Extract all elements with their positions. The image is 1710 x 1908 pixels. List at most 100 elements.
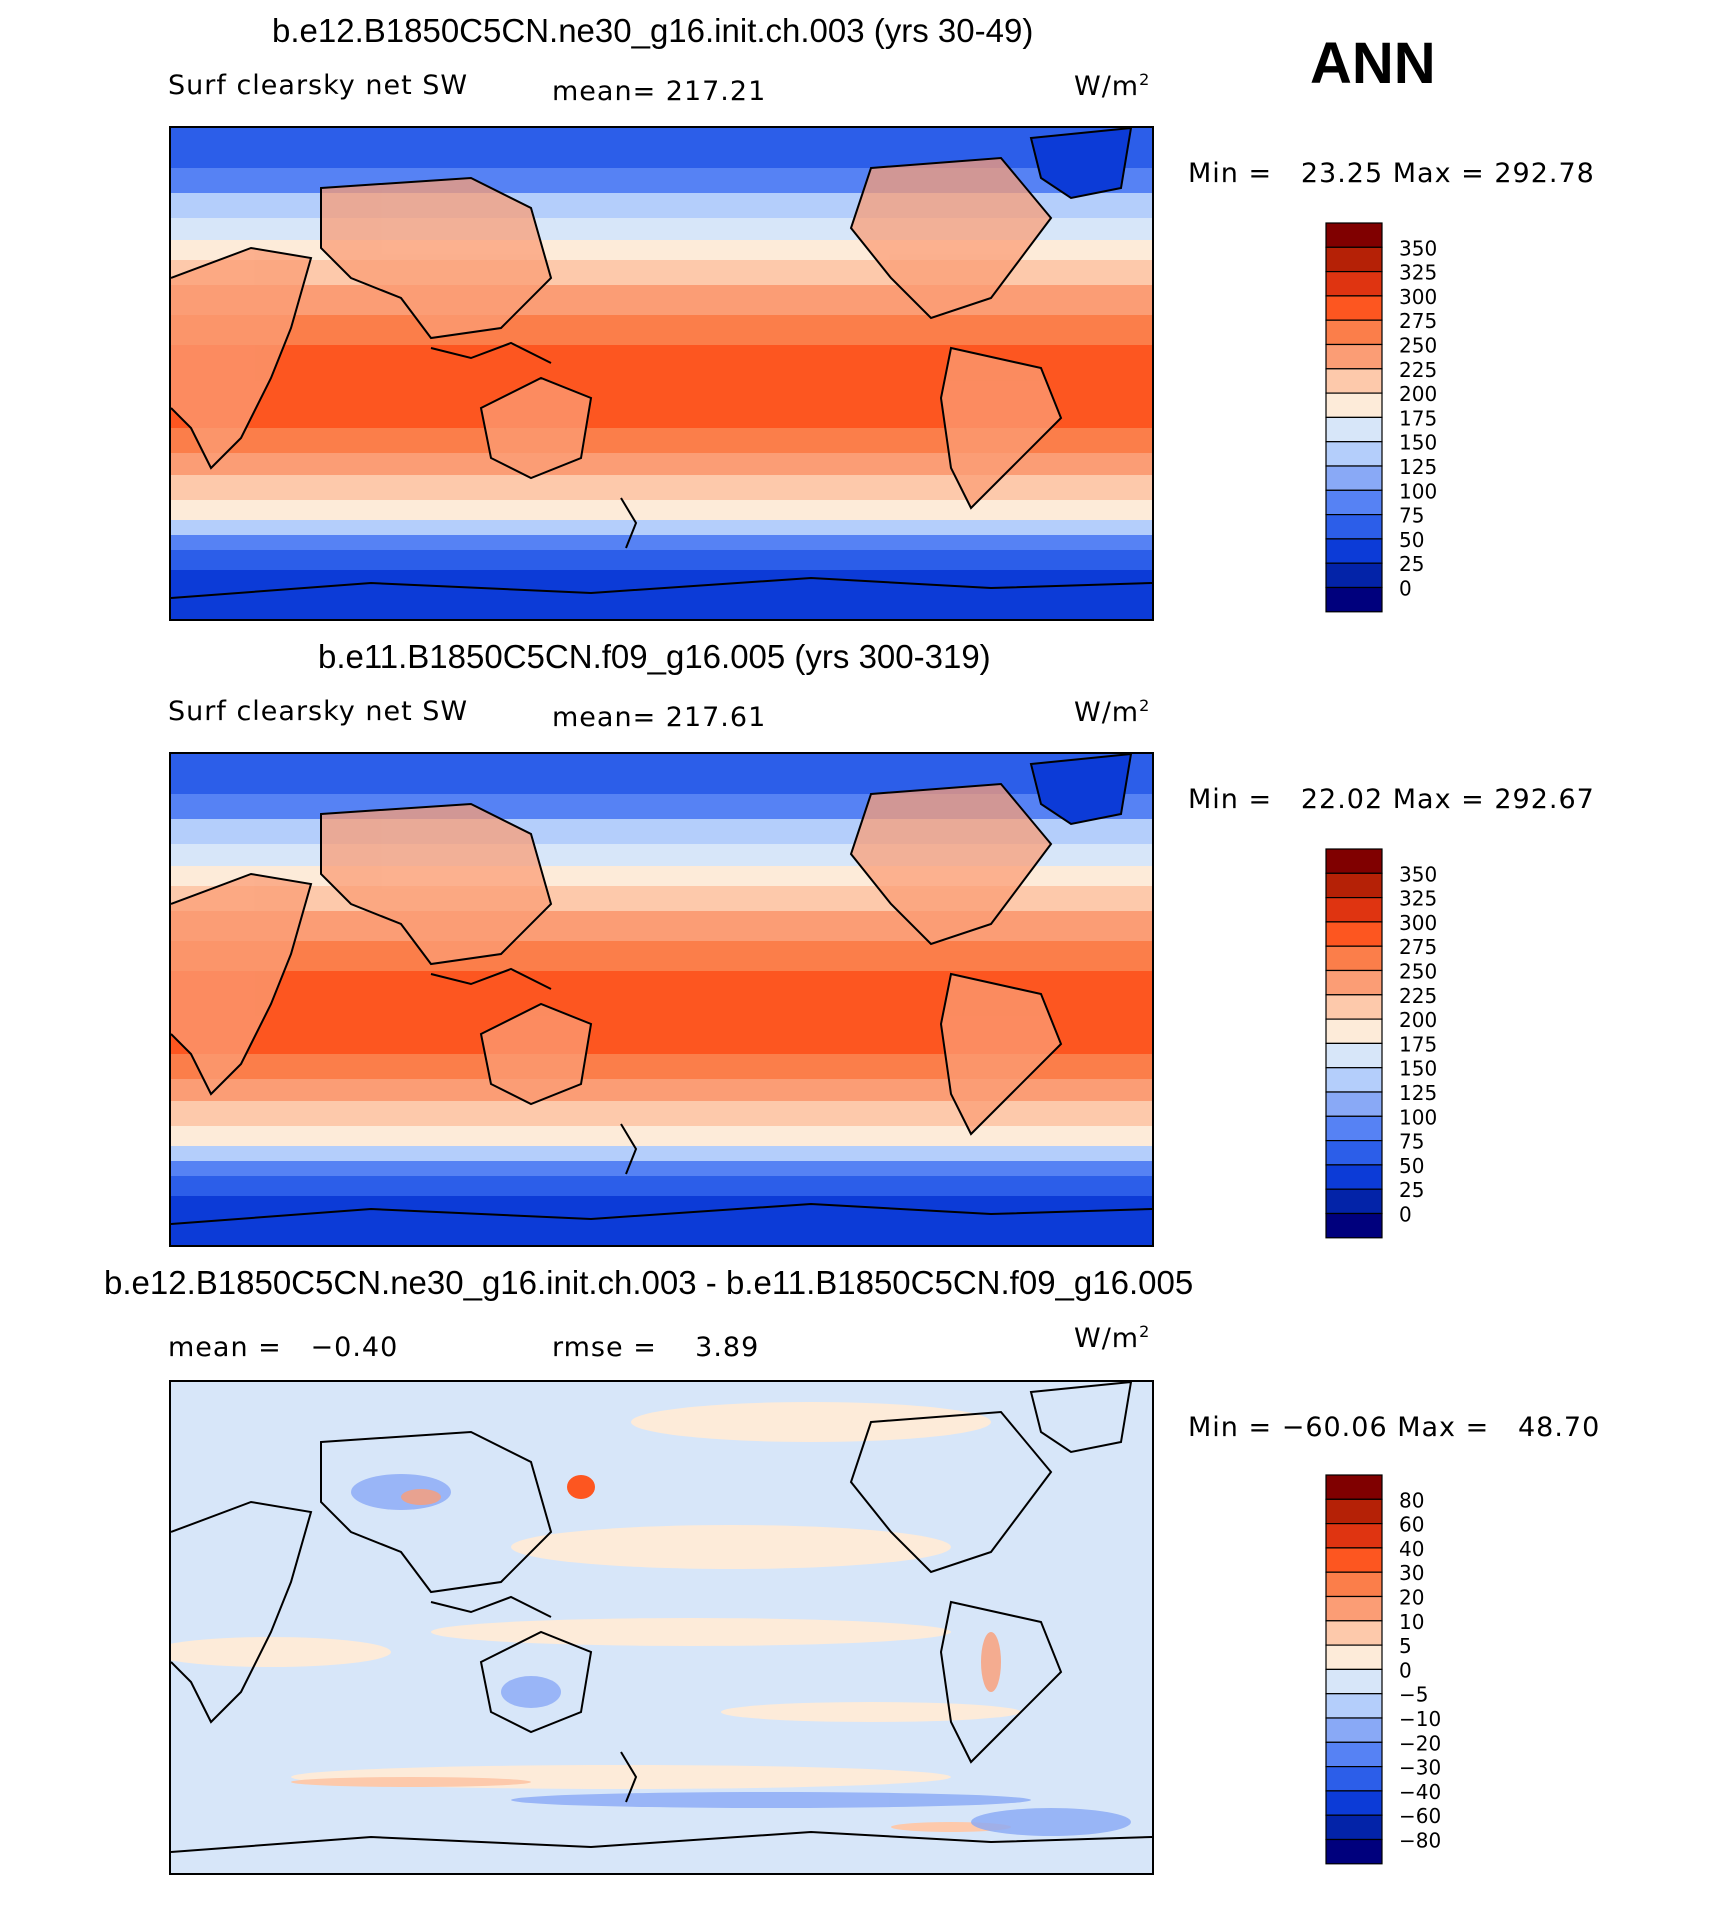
colorbar-label: 250	[1399, 334, 1437, 358]
colorbar-label: 175	[1399, 1032, 1437, 1056]
colorbar-label: 125	[1399, 1081, 1437, 1105]
panel-2-title: b.e11.B1850C5CN.f09_g16.005 (yrs 300-319…	[318, 638, 991, 675]
colorbar-box	[1325, 1571, 1383, 1598]
colorbar-label: 200	[1399, 1008, 1437, 1032]
colorbar-box	[1325, 1595, 1383, 1622]
colorbar-box	[1325, 1188, 1383, 1215]
colorbar-label: −20	[1399, 1731, 1441, 1755]
colorbar-box	[1325, 1838, 1383, 1865]
colorbar-label: 100	[1399, 1105, 1437, 1129]
panel-3-map	[169, 1380, 1154, 1875]
colorbar-label: 225	[1399, 984, 1437, 1008]
panel-2-map	[169, 752, 1154, 1247]
colorbar-label: 25	[1399, 1178, 1424, 1202]
colorbar-box	[1325, 1498, 1383, 1525]
colorbar-box	[1325, 1741, 1383, 1768]
colorbar-label: 250	[1399, 960, 1437, 984]
colorbar-box	[1325, 270, 1383, 297]
colorbar-label: −30	[1399, 1756, 1441, 1780]
colorbar-box	[1325, 368, 1383, 394]
colorbar-box	[1325, 1717, 1383, 1743]
colorbar-label: 25	[1399, 552, 1424, 576]
colorbar-box	[1325, 1474, 1383, 1500]
colorbar-box	[1325, 1091, 1383, 1117]
panel-3-title: b.e12.B1850C5CN.ne30_g16.init.ch.003 - b…	[104, 1264, 1194, 1301]
colorbar-box	[1325, 246, 1383, 273]
panel-1-minmax: Min = 23.25 Max = 292.78	[1188, 158, 1595, 189]
colorbar-box	[1325, 538, 1383, 564]
colorbar-box	[1325, 222, 1383, 248]
colorbar-label: −5	[1399, 1683, 1428, 1707]
colorbar-label: 225	[1399, 358, 1437, 382]
colorbar-label: 60	[1399, 1513, 1424, 1537]
colorbar-box	[1325, 1018, 1383, 1045]
colorbar-box	[1325, 1042, 1383, 1069]
colorbar-label: 50	[1399, 1154, 1424, 1178]
colorbar-box	[1325, 586, 1383, 613]
colorbar-label: 350	[1399, 236, 1437, 260]
colorbar-label: 125	[1399, 455, 1437, 479]
colorbar-box	[1325, 994, 1383, 1020]
panel-1-mean: mean= 217.21	[552, 76, 767, 107]
colorbar-label: 325	[1399, 261, 1437, 285]
colorbar-box	[1325, 441, 1383, 467]
panel-3-colorbar: 80 60 40 30 20 10 5 0 −5 −10 −20 −30 −40 −60 −80	[1325, 1474, 1445, 1865]
panel-3-units: W/m2	[1074, 1322, 1151, 1354]
colorbar-label: 275	[1399, 309, 1437, 333]
panel-2-colorbar: 350 325 300 275 250 225 200 175 150 125 100 75 50 25 0	[1325, 848, 1445, 1239]
colorbar-label: 10	[1399, 1610, 1424, 1634]
colorbar-box	[1325, 1212, 1383, 1239]
colorbar-label: 175	[1399, 406, 1437, 430]
colorbar-box	[1325, 1693, 1383, 1719]
panel-1-map	[169, 126, 1154, 621]
colorbar-box	[1325, 1766, 1383, 1792]
colorbar-label: 0	[1399, 1203, 1412, 1227]
colorbar-box	[1325, 562, 1383, 589]
panel-3-map-field	[171, 1382, 1152, 1873]
colorbar-label: 0	[1399, 1658, 1412, 1682]
colorbar-box	[1325, 1140, 1383, 1166]
colorbar-label: 150	[1399, 431, 1437, 455]
colorbar-box	[1325, 1620, 1383, 1646]
colorbar-box	[1325, 1164, 1383, 1190]
colorbar-box	[1325, 896, 1383, 923]
panel-2-mean: mean= 217.61	[552, 702, 767, 733]
colorbar-box	[1325, 1115, 1383, 1142]
colorbar-label: 20	[1399, 1586, 1424, 1610]
colorbar-box	[1325, 1644, 1383, 1671]
colorbar-label: 100	[1399, 479, 1437, 503]
colorbar-box	[1325, 416, 1383, 443]
colorbar-label: 300	[1399, 911, 1437, 935]
panel-2-minmax: Min = 22.02 Max = 292.67	[1188, 784, 1595, 815]
colorbar-label: 40	[1399, 1537, 1424, 1561]
panel-1-variable: Surf clearsky net SW	[168, 70, 469, 101]
colorbar-label: −80	[1399, 1829, 1441, 1853]
colorbar-label: −60	[1399, 1804, 1441, 1828]
colorbar-box	[1325, 465, 1383, 491]
colorbar-box	[1325, 489, 1383, 516]
colorbar-box	[1325, 295, 1383, 321]
colorbar-label: 150	[1399, 1057, 1437, 1081]
colorbar-box	[1325, 872, 1383, 899]
panel-2-map-field	[171, 754, 1152, 1245]
colorbar-label: 30	[1399, 1561, 1424, 1585]
colorbar-label: 200	[1399, 382, 1437, 406]
colorbar-label: 50	[1399, 528, 1424, 552]
panel-3-rmse: rmse = 3.89	[552, 1332, 760, 1363]
panel-1-units: W/m2	[1074, 70, 1151, 102]
colorbar-box	[1325, 1814, 1383, 1841]
season-label: ANN	[1310, 31, 1436, 96]
colorbar-label: 80	[1399, 1488, 1424, 1512]
colorbar-label: 300	[1399, 285, 1437, 309]
colorbar-box	[1325, 1067, 1383, 1093]
colorbar-box	[1325, 1790, 1383, 1816]
colorbar-box	[1325, 392, 1383, 419]
colorbar-box	[1325, 514, 1383, 540]
colorbar-label: 0	[1399, 577, 1412, 601]
colorbar-box	[1325, 969, 1383, 996]
colorbar-label: 275	[1399, 935, 1437, 959]
colorbar-label: 5	[1399, 1634, 1412, 1658]
panel-2-variable: Surf clearsky net SW	[168, 696, 469, 727]
colorbar-label: 75	[1399, 504, 1424, 528]
colorbar-box	[1325, 848, 1383, 874]
